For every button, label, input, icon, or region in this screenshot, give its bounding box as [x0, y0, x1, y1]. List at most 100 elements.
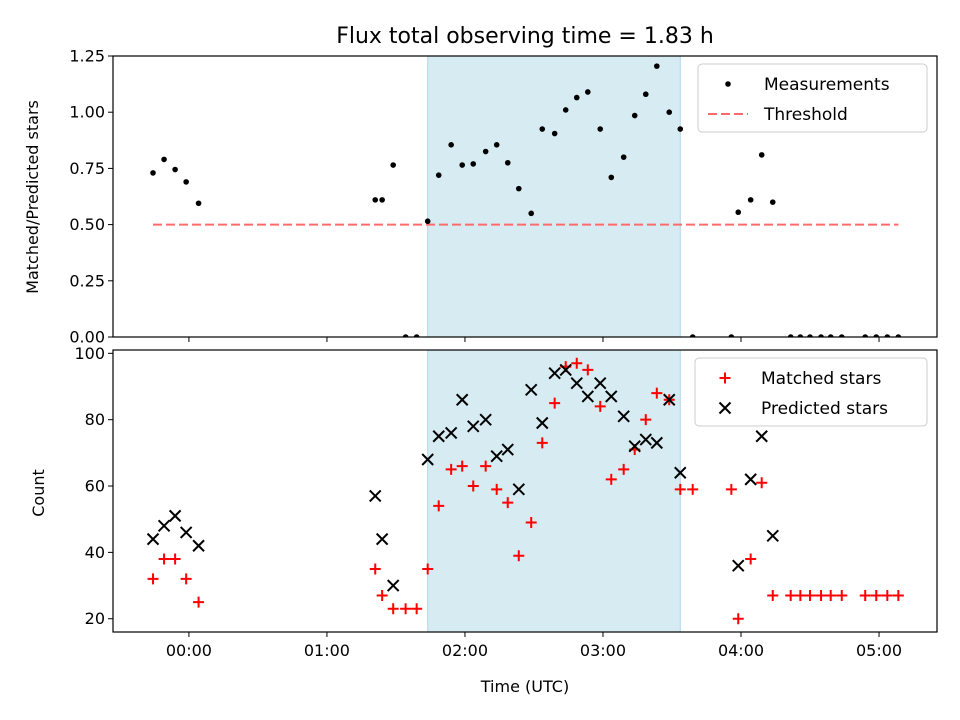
predicted-star-point — [628, 440, 641, 453]
predicted-star-point — [479, 413, 492, 426]
measurement-point — [654, 63, 660, 69]
predicted-star-point — [581, 390, 595, 403]
x-tick-label: 00:00 — [166, 641, 212, 660]
time-x-axis-label: Time (UTC) — [480, 677, 569, 696]
matched-star-point — [445, 463, 457, 475]
predicted-star-point — [744, 473, 757, 486]
matched-star-point — [369, 563, 381, 575]
x-tick-label: 02:00 — [442, 641, 488, 660]
predicted-star-point — [559, 363, 572, 377]
matched-star-point — [193, 596, 205, 608]
matched-star-point — [491, 483, 503, 495]
matched-star-point — [525, 517, 537, 529]
predicted-star-point — [766, 529, 779, 542]
measurement-point — [515, 185, 522, 192]
matched-star-point — [687, 483, 699, 495]
matched-star-point — [158, 553, 170, 565]
matched-star-point — [785, 590, 797, 602]
measurement-point — [402, 334, 409, 337]
predicted-star-point — [755, 430, 768, 443]
measurement-point — [838, 334, 845, 337]
matched-star-point — [725, 483, 737, 495]
matched-star-point — [467, 480, 479, 492]
measurement-point — [807, 334, 813, 337]
y-tick-label: 0.75 — [69, 159, 105, 178]
matched-star-point — [480, 460, 492, 472]
measurement-point — [482, 148, 489, 155]
measurement-point — [161, 156, 167, 163]
matched-star-point — [571, 357, 583, 369]
measurement-point — [413, 334, 420, 337]
measurement-point — [666, 109, 673, 115]
measurement-point — [372, 197, 379, 203]
measurement-point — [504, 159, 511, 166]
observing-window-shade — [427, 55, 681, 338]
predicted-star-point — [146, 532, 160, 546]
y-tick-label: 0.25 — [69, 271, 105, 290]
y-tick-label: 40 — [85, 543, 105, 562]
measurement-point — [620, 154, 627, 160]
matched-star-point — [376, 590, 388, 602]
matched-star-point — [400, 603, 412, 615]
measurement-point — [539, 126, 546, 132]
matched-star-point — [745, 553, 757, 565]
predicted-star-point — [179, 526, 193, 539]
predicted-star-point — [501, 443, 514, 456]
matched-star-point — [422, 563, 434, 575]
predicted-star-point — [369, 489, 382, 503]
predicted-star-point — [617, 410, 630, 423]
legend-label: Matched stars — [761, 369, 881, 389]
matched-star-point — [881, 590, 893, 602]
matched-star-point — [605, 473, 617, 485]
legend-box — [694, 357, 928, 427]
ratio-panel: 0.00 0.25 0.50 0.75 1.00 1.25 Measurements Thre… — [69, 47, 938, 347]
matched-star-point — [651, 387, 663, 399]
matched-star-point — [767, 590, 779, 602]
legend-box — [697, 63, 928, 133]
measurement-point — [873, 334, 880, 337]
y-tick-label: 60 — [85, 477, 105, 496]
legend-label: Predicted stars — [761, 399, 888, 419]
legend-marker-measurements — [725, 81, 731, 87]
legend-label: Threshold — [763, 105, 848, 125]
measurement-point — [631, 112, 638, 119]
measurement-point — [435, 172, 442, 178]
matched-star-point — [640, 414, 652, 426]
x-tick-label: 04:00 — [718, 641, 764, 660]
matched-star-point — [794, 590, 806, 602]
measurement-point — [608, 174, 615, 181]
matched-star-point — [756, 477, 768, 489]
plot-area — [150, 63, 902, 337]
y-tick-label: 0.00 — [69, 328, 105, 347]
observing-window-shade — [427, 349, 681, 633]
axes-frame — [112, 55, 938, 338]
predicted-star-point — [732, 559, 745, 572]
matched-star-point — [892, 590, 904, 602]
matched-star-point — [411, 603, 423, 615]
legend: Measurements Threshold — [697, 63, 928, 133]
measurement-point — [747, 197, 754, 203]
predicted-star-point — [650, 436, 664, 450]
predicted-star-point — [386, 579, 400, 592]
y-tick-label: 0.50 — [69, 215, 105, 234]
matched-star-point — [594, 400, 606, 412]
predicted-star-point — [168, 509, 182, 523]
measurement-point — [758, 152, 765, 158]
matched-star-point — [674, 483, 686, 495]
measurement-point — [470, 161, 477, 167]
predicted-star-point — [512, 483, 525, 496]
measurement-point — [424, 218, 431, 225]
measurement-point — [551, 130, 558, 137]
measurement-point — [677, 126, 684, 132]
predicted-star-point — [674, 466, 687, 479]
measurement-point — [585, 89, 591, 95]
count-panel: 20 40 60 80 100 00:00 01:00 02:00 03:00 04:00 05:0… — [74, 344, 938, 660]
predicted-star-point — [157, 519, 171, 533]
predicted-star-point — [490, 449, 503, 463]
predicted-star-point — [192, 539, 205, 552]
x-tick-label: 01:00 — [304, 641, 350, 660]
measurement-point — [787, 334, 794, 337]
measurement-point — [150, 170, 156, 176]
predicted-star-point — [570, 376, 583, 390]
